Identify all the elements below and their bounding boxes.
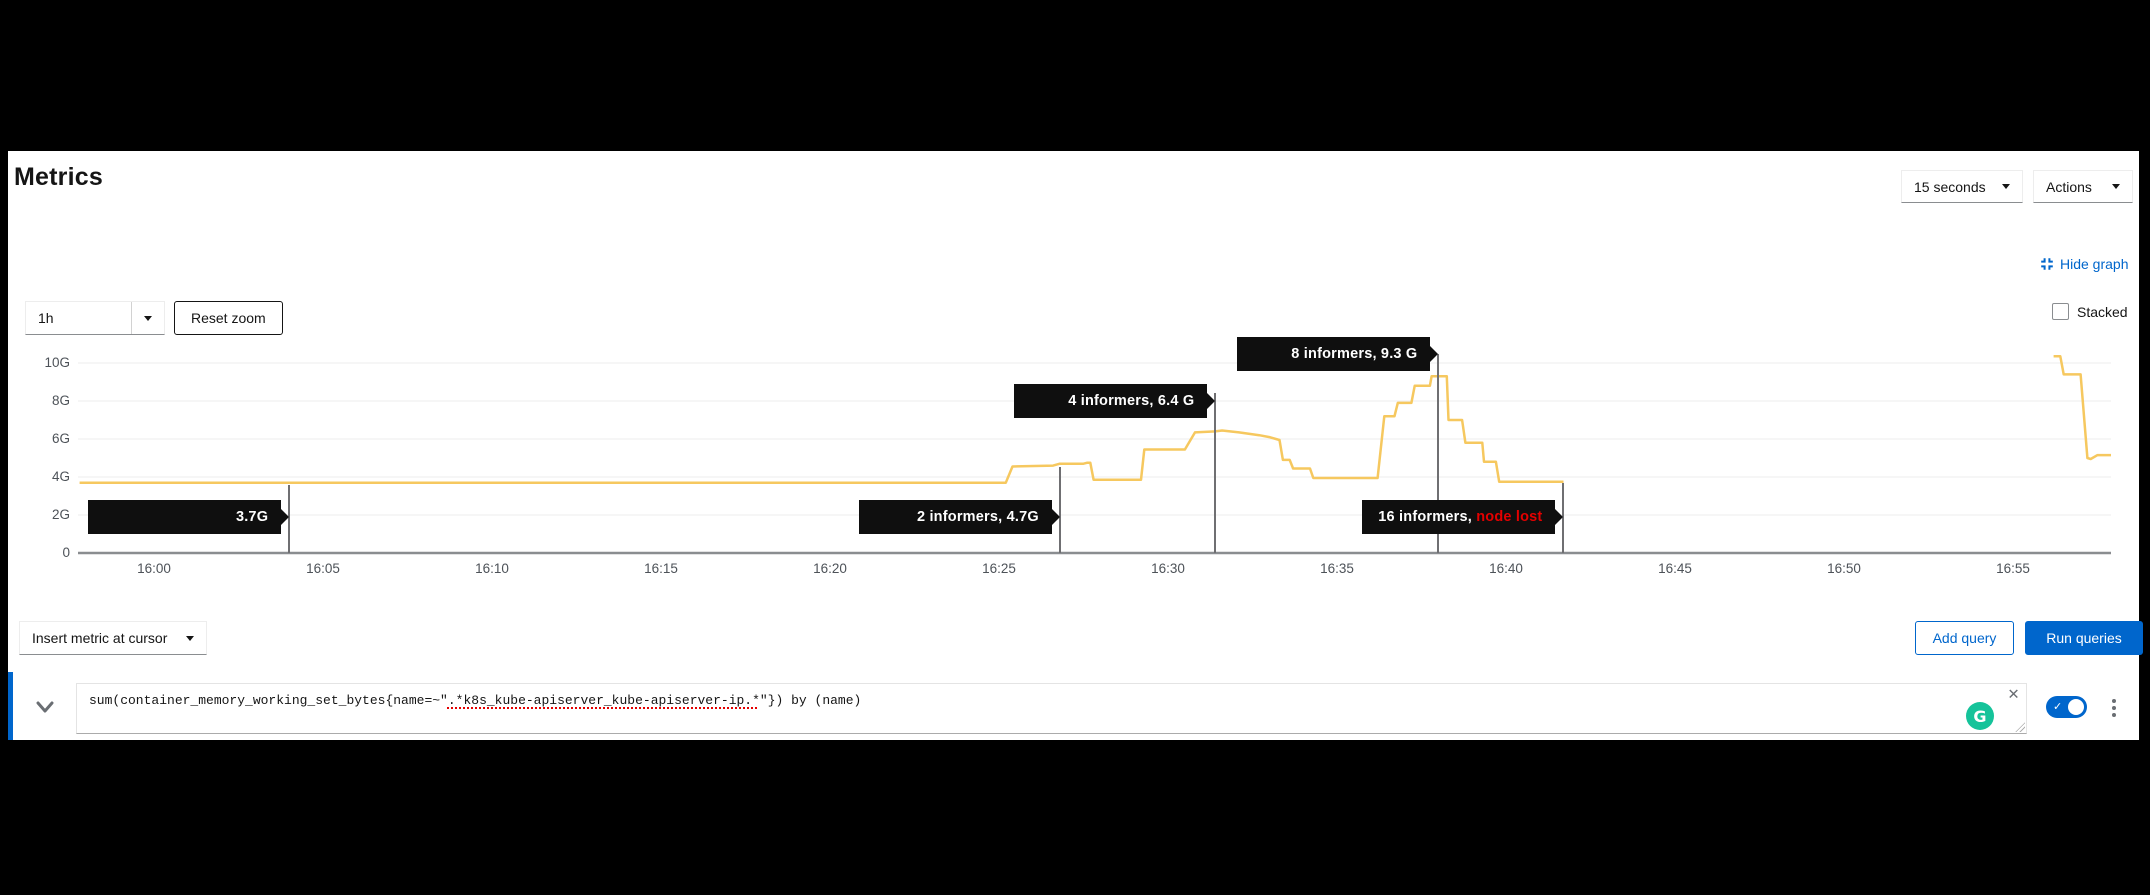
duration-value: 1h xyxy=(38,310,54,326)
x-axis-tick-label: 16:50 xyxy=(1827,561,1861,576)
x-axis-tick-label: 16:40 xyxy=(1489,561,1523,576)
expanded-row-indicator xyxy=(8,672,13,740)
close-icon[interactable]: ✕ xyxy=(2008,685,2019,705)
actions-dropdown[interactable]: Actions xyxy=(2033,170,2133,203)
metrics-panel: Metrics 15 seconds Actions Hide graph 1h… xyxy=(8,151,2143,740)
kebab-menu-icon[interactable] xyxy=(2106,697,2122,719)
query-text: sum(container_memory_working_set_bytes{n… xyxy=(89,693,862,708)
actions-label: Actions xyxy=(2046,178,2092,195)
refresh-interval-select[interactable]: 15 seconds xyxy=(1901,170,2023,203)
x-axis-tick-label: 16:20 xyxy=(813,561,847,576)
stacked-checkbox[interactable] xyxy=(2052,303,2069,320)
x-axis-tick-label: 16:05 xyxy=(306,561,340,576)
x-axis-tick-label: 16:35 xyxy=(1320,561,1354,576)
y-axis-tick-label: 0 xyxy=(62,545,70,560)
run-queries-button[interactable]: Run queries xyxy=(2025,621,2143,655)
x-axis-tick-label: 16:45 xyxy=(1658,561,1692,576)
grammarly-icon[interactable]: G xyxy=(1966,702,1994,730)
refresh-interval-value: 15 seconds xyxy=(1914,178,1986,195)
stacked-label: Stacked xyxy=(2077,303,2128,320)
insert-metric-label: Insert metric at cursor xyxy=(32,630,168,646)
chevron-down-icon xyxy=(144,315,152,321)
reset-zoom-button[interactable]: Reset zoom xyxy=(174,301,283,335)
duration-select[interactable]: 1h xyxy=(25,301,165,335)
x-axis-tick-label: 16:55 xyxy=(1996,561,2030,576)
query-expand-toggle[interactable] xyxy=(32,695,58,721)
metrics-chart: 0 2G 4G 6G 8G 10G 16:00 16:05 16:10 16:15 16:20 16:… xyxy=(8,151,2139,740)
add-query-button[interactable]: Add query xyxy=(1915,621,2014,655)
stacked-option[interactable]: Stacked xyxy=(2052,303,2128,320)
y-axis-tick-label: 2G xyxy=(51,507,70,522)
select-divider xyxy=(131,302,132,334)
query-input[interactable]: sum(container_memory_working_set_bytes{n… xyxy=(76,683,2027,734)
query-enabled-toggle[interactable]: ✓ xyxy=(2046,696,2087,718)
toggle-knob xyxy=(2068,699,2084,715)
x-axis-tick-label: 16:10 xyxy=(475,561,509,576)
chevron-down-icon xyxy=(2002,184,2010,189)
x-axis-tick-label: 16:30 xyxy=(1151,561,1185,576)
hide-graph-label: Hide graph xyxy=(2060,256,2129,272)
chevron-down-icon xyxy=(186,635,194,641)
chart-plot-area[interactable] xyxy=(78,351,2111,561)
x-axis-tick-label: 16:15 xyxy=(644,561,678,576)
x-axis-tick-label: 16:25 xyxy=(982,561,1016,576)
compress-icon xyxy=(2041,258,2053,270)
y-axis-tick-label: 4G xyxy=(51,469,70,484)
chevron-down-icon xyxy=(36,701,54,712)
chevron-down-icon xyxy=(2112,184,2120,189)
x-axis-tick-label: 16:00 xyxy=(137,561,171,576)
resize-handle[interactable] xyxy=(2015,722,2025,732)
y-axis-tick-label: 6G xyxy=(51,431,70,446)
y-axis-tick-label: 8G xyxy=(51,393,70,408)
hide-graph-link[interactable]: Hide graph xyxy=(2040,256,2129,272)
y-axis-tick-label: 10G xyxy=(44,355,70,370)
page-title: Metrics xyxy=(14,163,103,191)
insert-metric-select[interactable]: Insert metric at cursor xyxy=(19,621,207,655)
check-icon: ✓ xyxy=(2053,701,2063,713)
